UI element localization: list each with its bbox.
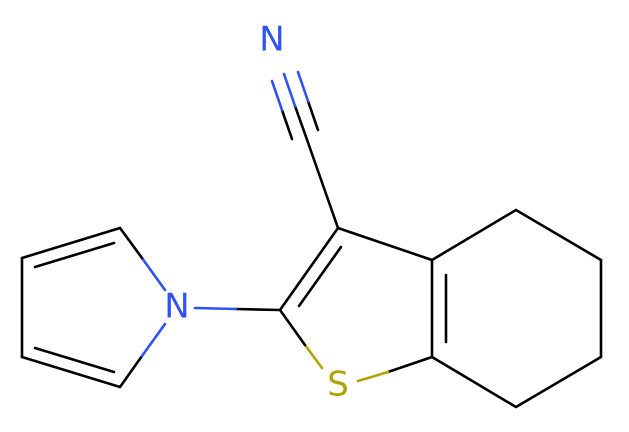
bond (297, 245, 343, 308)
bond (386, 355, 434, 374)
bond (20, 226, 122, 260)
bond (336, 226, 434, 262)
atom-label: S (327, 365, 349, 405)
bond (430, 208, 603, 409)
bond (140, 256, 167, 292)
bond (303, 343, 324, 370)
bond (306, 99, 320, 132)
bond (118, 226, 144, 260)
bond (33, 241, 116, 269)
bond (33, 346, 116, 374)
bond (278, 226, 340, 312)
bond (356, 370, 390, 383)
bond (20, 355, 122, 389)
bond (234, 307, 282, 312)
bond (280, 108, 294, 141)
bond (193, 306, 238, 311)
bond (140, 322, 167, 358)
bond (282, 72, 297, 108)
bond (270, 79, 284, 112)
atom-label: N (164, 287, 189, 327)
bond (278, 308, 307, 347)
bond (303, 132, 340, 230)
bonds (20, 70, 603, 409)
bond (118, 354, 144, 389)
bond (296, 70, 310, 103)
bond (293, 104, 307, 136)
atom-label: N (259, 20, 284, 60)
